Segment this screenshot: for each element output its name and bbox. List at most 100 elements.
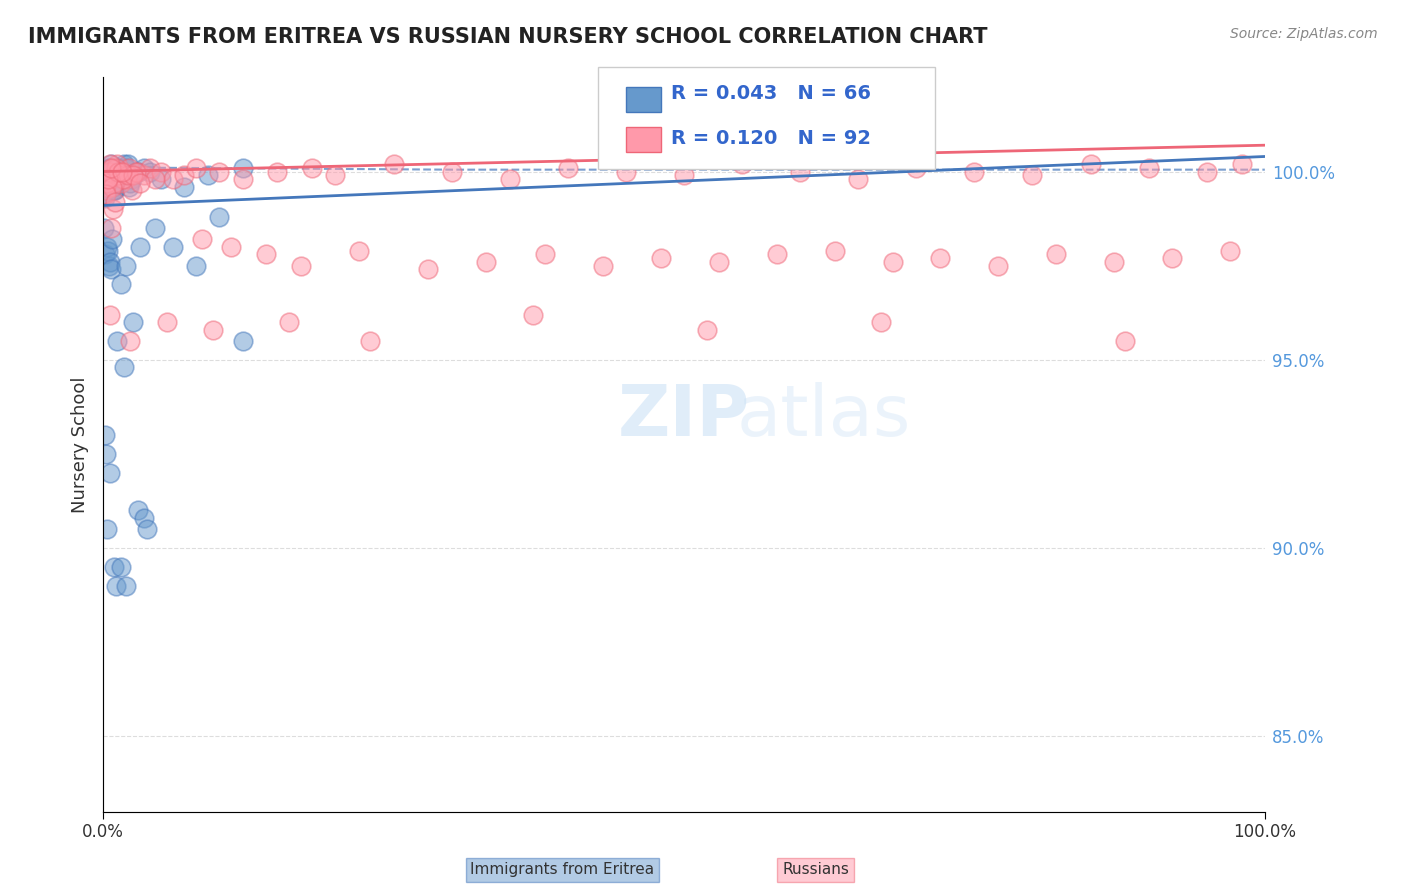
Russians: [103, 176, 125, 190]
Russians: [254, 247, 277, 261]
Russians: [382, 157, 405, 171]
Immigrants from Eritrea: [105, 334, 128, 348]
Immigrants from Eritrea: [94, 247, 117, 261]
Immigrants from Eritrea: [98, 164, 121, 178]
Immigrants from Eritrea: [94, 191, 117, 205]
Immigrants from Eritrea: [145, 221, 167, 235]
Russians: [1045, 247, 1067, 261]
Point: [132, 511, 155, 525]
Russians: [101, 179, 124, 194]
Russians: [98, 308, 121, 322]
Immigrants from Eritrea: [100, 157, 122, 171]
Russians: [219, 240, 242, 254]
Immigrants from Eritrea: [111, 169, 134, 183]
Immigrants from Eritrea: [96, 179, 118, 194]
Russians: [97, 172, 120, 186]
Russians: [672, 169, 695, 183]
Immigrants from Eritrea: [231, 161, 253, 175]
Russians: [100, 221, 122, 235]
Russians: [191, 232, 214, 246]
Russians: [208, 164, 231, 178]
Russians: [347, 244, 370, 258]
Immigrants from Eritrea: [121, 172, 143, 186]
Russians: [707, 255, 730, 269]
Immigrants from Eritrea: [115, 161, 138, 175]
Russians: [359, 334, 381, 348]
Russians: [418, 262, 440, 277]
Russians: [231, 172, 253, 186]
Russians: [104, 194, 127, 209]
Russians: [96, 176, 118, 190]
Russians: [118, 334, 141, 348]
Immigrants from Eritrea: [98, 255, 121, 269]
Russians: [111, 164, 134, 178]
Russians: [98, 164, 121, 178]
Russians: [475, 255, 498, 269]
Russians: [1160, 251, 1182, 265]
Immigrants from Eritrea: [100, 164, 122, 178]
Text: atlas: atlas: [737, 382, 911, 450]
Immigrants from Eritrea: [127, 164, 149, 178]
Immigrants from Eritrea: [97, 169, 120, 183]
Immigrants from Eritrea: [94, 187, 117, 202]
Russians: [278, 315, 301, 329]
Immigrants from Eritrea: [105, 176, 128, 190]
Russians: [1195, 164, 1218, 178]
Immigrants from Eritrea: [96, 183, 118, 197]
Russians: [104, 169, 127, 183]
Russians: [928, 251, 950, 265]
Russians: [1080, 157, 1102, 171]
Russians: [1114, 334, 1136, 348]
Text: IMMIGRANTS FROM ERITREA VS RUSSIAN NURSERY SCHOOL CORRELATION CHART: IMMIGRANTS FROM ERITREA VS RUSSIAN NURSE…: [28, 27, 987, 46]
Russians: [156, 315, 179, 329]
Immigrants from Eritrea: [103, 559, 125, 574]
Russians: [1219, 244, 1241, 258]
Immigrants from Eritrea: [98, 466, 121, 480]
Russians: [162, 172, 184, 186]
Immigrants from Eritrea: [97, 244, 120, 258]
Russians: [533, 247, 555, 261]
Russians: [1230, 157, 1253, 171]
Russians: [110, 176, 132, 190]
Immigrants from Eritrea: [118, 176, 141, 190]
Russians: [824, 244, 846, 258]
Text: ZIP: ZIP: [617, 382, 749, 450]
Immigrants from Eritrea: [96, 240, 118, 254]
Y-axis label: Nursery School: Nursery School: [72, 376, 89, 513]
Immigrants from Eritrea: [104, 579, 127, 593]
Immigrants from Eritrea: [94, 447, 117, 461]
Russians: [145, 172, 167, 186]
Russians: [108, 169, 131, 183]
Russians: [440, 164, 463, 178]
Immigrants from Eritrea: [132, 161, 155, 175]
Text: Russians: Russians: [782, 863, 849, 877]
Immigrants from Eritrea: [104, 176, 127, 190]
Russians: [1021, 169, 1043, 183]
Immigrants from Eritrea: [112, 360, 135, 375]
Immigrants from Eritrea: [138, 164, 160, 178]
Point: [110, 559, 132, 574]
Immigrants from Eritrea: [104, 172, 127, 186]
Point: [231, 334, 253, 348]
Russians: [105, 157, 128, 171]
Immigrants from Eritrea: [104, 183, 127, 197]
Russians: [94, 187, 117, 202]
Immigrants from Eritrea: [98, 161, 121, 175]
Immigrants from Eritrea: [197, 169, 219, 183]
Immigrants from Eritrea: [150, 172, 173, 186]
Russians: [290, 259, 312, 273]
Russians: [107, 164, 129, 178]
Immigrants from Eritrea: [118, 179, 141, 194]
Russians: [94, 183, 117, 197]
Point: [136, 522, 159, 536]
Text: Source: ZipAtlas.com: Source: ZipAtlas.com: [1230, 27, 1378, 41]
Russians: [766, 247, 789, 261]
Immigrants from Eritrea: [208, 210, 231, 224]
Russians: [592, 259, 614, 273]
Russians: [97, 172, 120, 186]
Immigrants from Eritrea: [103, 183, 125, 197]
Russians: [101, 161, 124, 175]
Russians: [97, 172, 120, 186]
Russians: [118, 161, 141, 175]
Immigrants from Eritrea: [162, 240, 184, 254]
